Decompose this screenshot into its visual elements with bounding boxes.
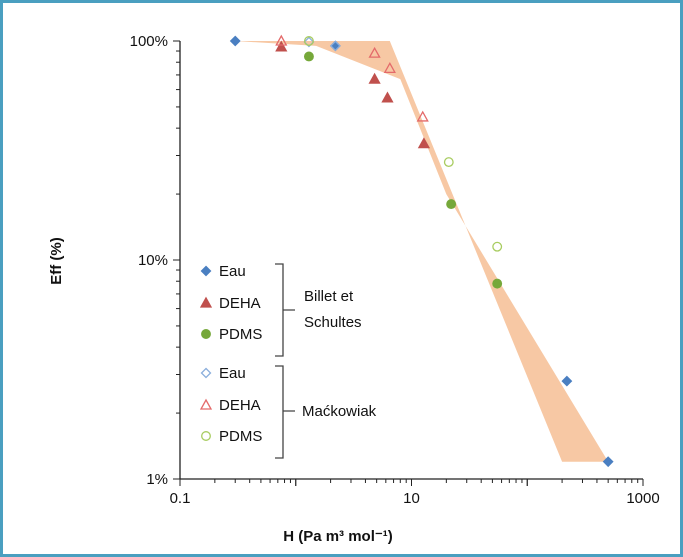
data-point-diamond [602,456,614,468]
data-point-diamond [303,36,315,48]
legend-entry-label: PDMS [219,326,262,343]
legend-entry-label: PDMS [219,428,262,445]
y-tick-label: 100% [130,33,168,50]
data-point-triangle [275,34,288,46]
legend-marker-diamond [200,265,212,277]
legend-brace-2 [275,365,295,459]
data-point-diamond [229,35,241,47]
data-point-circle [303,36,314,46]
data-point-circle [492,241,503,252]
legend-marker-diamond [200,367,212,379]
chart-svg: 0.1 10 1000 1% 10% 100% H (Pa m³ mol⁻¹) Eff … [48,33,660,545]
data-point-circle [446,199,457,210]
x-axis-title: H (Pa m³ mol⁻¹) [283,528,393,545]
y-tick-labels: 1% 10% 100% [130,33,168,488]
data-point-triangle [383,62,396,74]
data-point-circle [303,51,314,62]
data-point-triangle [275,40,288,52]
y-tick-label: 1% [146,471,168,488]
legend-marker-circle [201,329,211,339]
legend-marker-triangle [199,296,213,308]
data-point-triangle [417,137,431,149]
legend-marker-triangle [199,398,213,410]
data-point-circle [492,278,503,289]
y-tick-label: 10% [138,252,168,269]
legend-marker-circle [201,431,211,441]
data-point-triangle [368,72,381,84]
legend-entry-label: DEHA [219,295,261,312]
data-points [229,34,614,468]
x-tick-labels: 0.1 10 1000 [170,490,660,507]
legend-group-label-1a: Billet et [304,288,354,305]
axes [173,40,644,486]
y-axis-title: Eff (%) [48,237,65,285]
legend: Eau DEHA PDMS Eau DEHA PDMS Billet et Schulte… [199,263,377,459]
x-tick-label: 0.1 [170,490,191,507]
x-tick-label: 10 [403,490,420,507]
data-point-circle [443,157,454,168]
legend-group-label-2: Maćkowiak [302,403,377,420]
data-point-diamond [329,40,341,52]
data-point-diamond [561,375,573,387]
legend-entry-label: Eau [219,365,246,382]
data-point-triangle [368,46,381,58]
legend-brace-1 [275,263,295,357]
data-point-triangle [381,91,394,103]
x-tick-label: 1000 [626,490,659,507]
data-point-triangle [416,110,429,122]
legend-entry-label: Eau [219,263,246,280]
efficiency-band [235,41,609,462]
legend-group-label-1b: Schultes [304,314,362,331]
legend-entry-label: DEHA [219,397,261,414]
